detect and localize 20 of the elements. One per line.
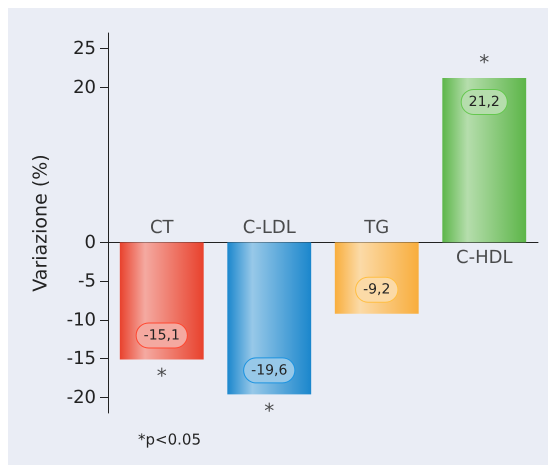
- data-label: -19,6: [251, 362, 288, 378]
- annotation: *: [156, 363, 167, 388]
- x-tick-label: TG: [363, 216, 390, 238]
- text: *p<0.05: [138, 430, 201, 448]
- annotation: *: [479, 50, 490, 74]
- y-tick-label: -5: [78, 270, 96, 292]
- x-tick-label: CT: [150, 216, 175, 238]
- data-label: 21,2: [468, 94, 500, 110]
- annotation: *: [264, 398, 274, 422]
- x-tick-label: C-LDL: [242, 216, 296, 238]
- y-tick-label: 0: [84, 232, 96, 253]
- y-tick-label: 25: [73, 38, 96, 60]
- x-tick-label: C-HDL: [456, 246, 512, 268]
- y-tick-label: -20: [66, 386, 96, 408]
- y-tick-label: -10: [66, 309, 96, 330]
- data-label: -15,1: [144, 327, 180, 344]
- data-label: -9,2: [363, 282, 390, 298]
- y-axis-title: Variazione (%): [30, 154, 52, 292]
- y-tick-label: -15: [66, 348, 96, 370]
- y-tick-label: 20: [73, 76, 96, 98]
